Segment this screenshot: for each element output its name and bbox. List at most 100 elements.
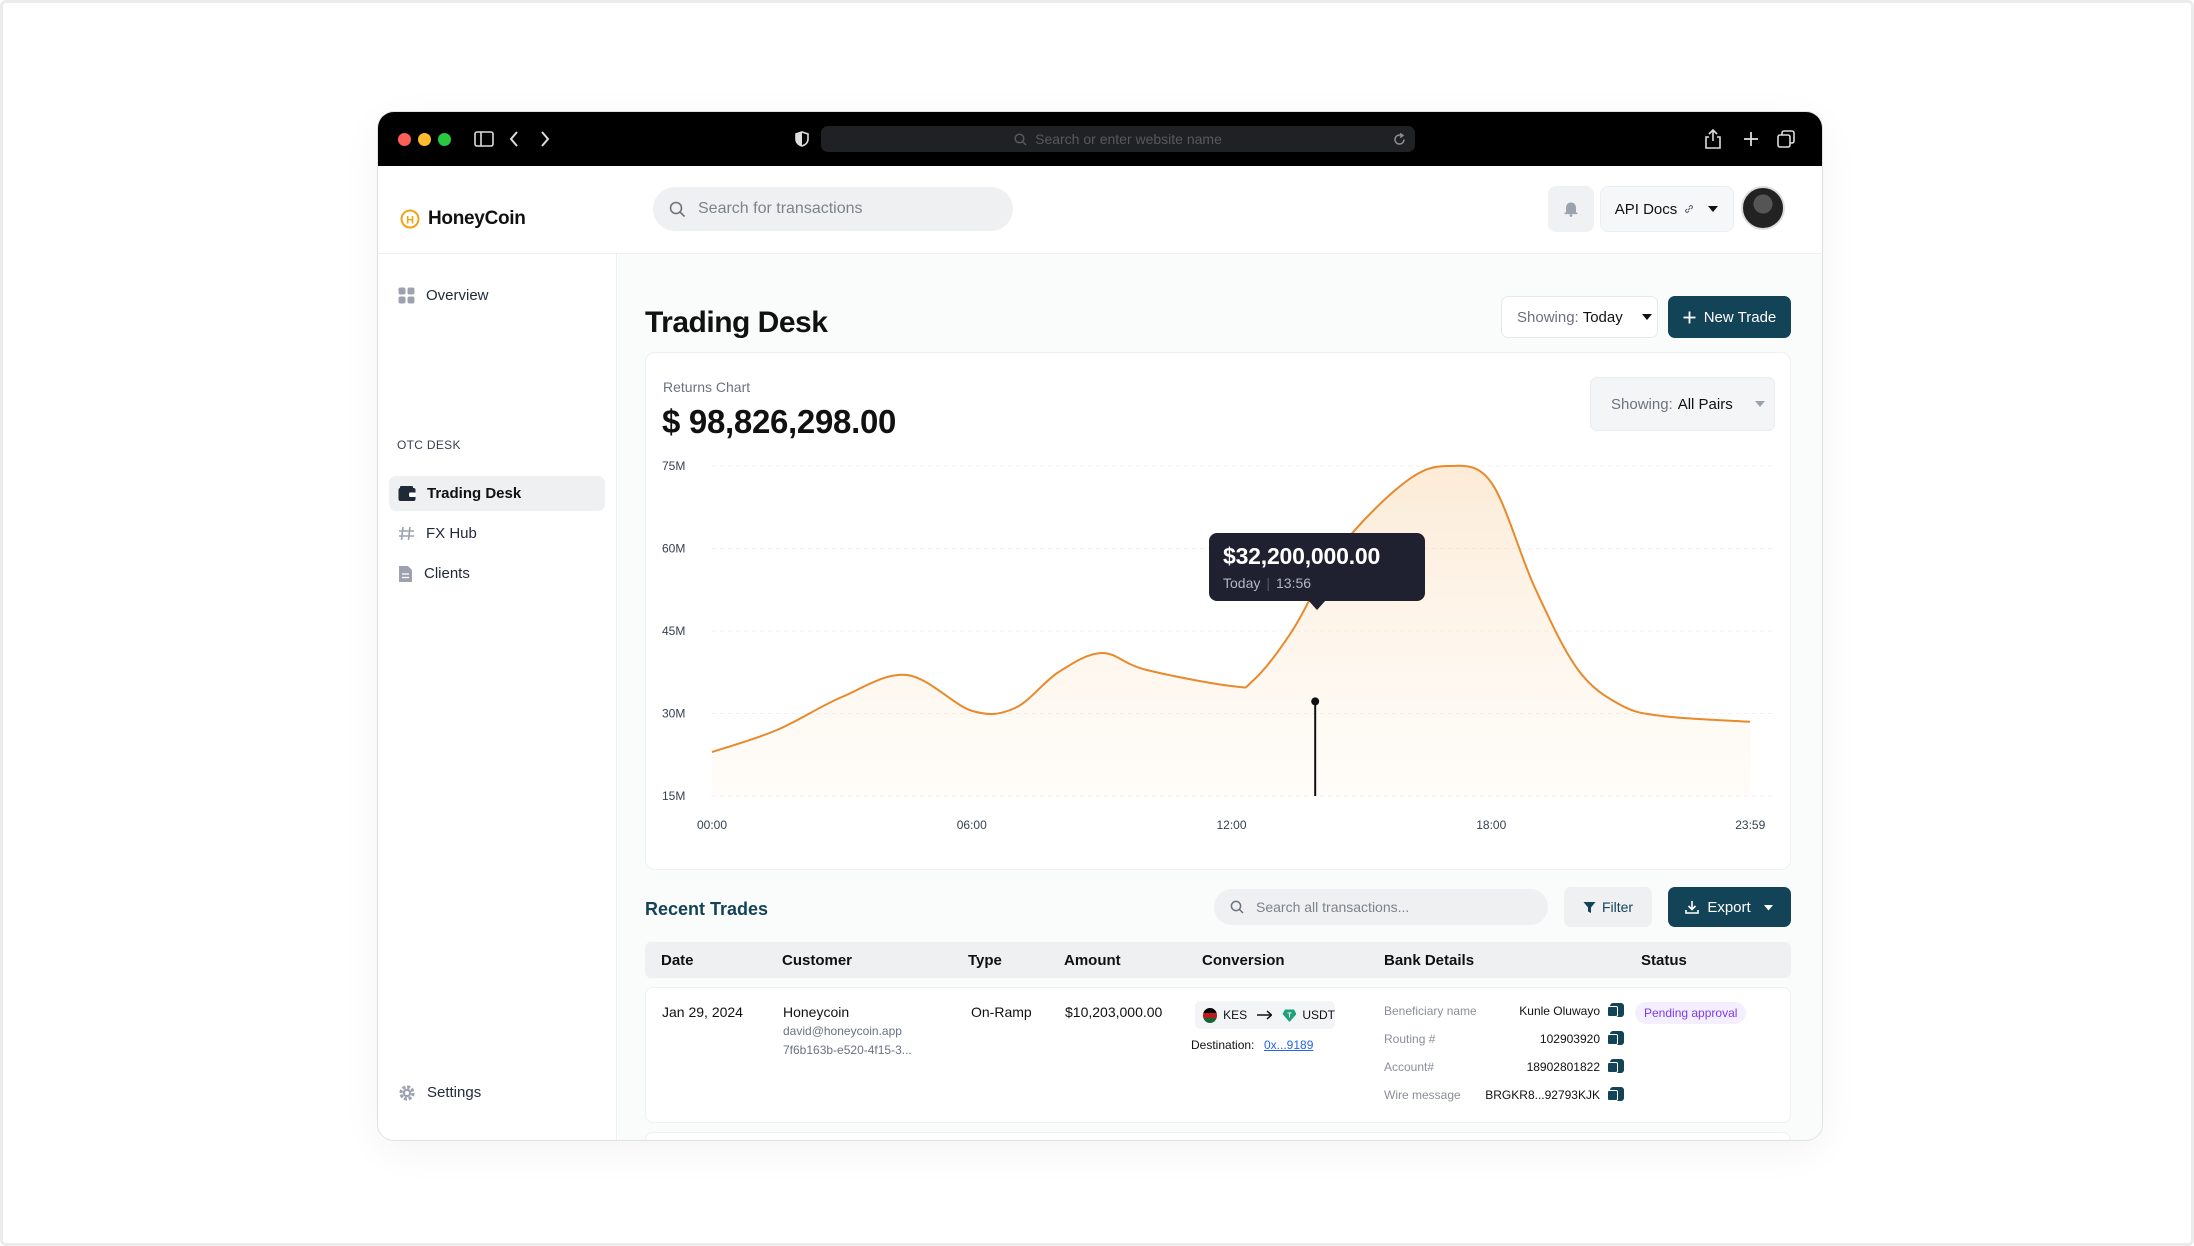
sidebar-section-otc-desk: OTC DESK [397, 438, 461, 452]
destination-link[interactable]: 0x...9189 [1264, 1038, 1314, 1052]
x-axis-tick-label: 18:00 [1476, 818, 1506, 832]
trades-table-header: Date Customer Type Amount Conversion Ban… [645, 942, 1791, 978]
conversion-pair: KES T USDT [1195, 1001, 1335, 1029]
column-header-conversion: Conversion [1202, 952, 1285, 969]
wallet-icon [398, 485, 416, 501]
reload-icon[interactable] [1392, 132, 1407, 147]
recent-trades-title: Recent Trades [645, 899, 769, 919]
export-button[interactable]: Export [1668, 887, 1791, 927]
table-row[interactable] [645, 1132, 1791, 1140]
new-trade-button[interactable]: New Trade [1668, 296, 1791, 338]
user-avatar[interactable] [1741, 186, 1785, 230]
copy-icon[interactable] [1607, 1059, 1624, 1073]
chart-tooltip: $32,200,000.00 Today | 13:56 [1209, 533, 1425, 610]
api-docs-button[interactable]: API Docs [1600, 186, 1734, 232]
table-row[interactable]: Jan 29, 2024 Honeycoin david@honeycoin.a… [645, 987, 1791, 1123]
y-axis-tick-label: 60M [662, 542, 685, 556]
returns-chart-label: Returns Chart [663, 379, 751, 395]
sidebar-toggle-icon[interactable] [472, 127, 496, 151]
forward-icon[interactable] [533, 127, 557, 151]
sidebar-item-label: Overview [426, 287, 489, 304]
showing-label: Showing: [1517, 308, 1579, 326]
y-axis-tick-label: 45M [662, 624, 685, 638]
sidebar: Overview OTC DESK Trading Desk FX Hub Cl… [378, 254, 617, 1140]
link-icon [1685, 204, 1694, 214]
chevron-down-icon [1641, 314, 1652, 320]
sidebar-item-settings[interactable]: Settings [389, 1075, 605, 1110]
hash-icon [399, 526, 414, 541]
svg-text:T: T [1288, 1012, 1293, 1019]
trade-type: On-Ramp [971, 1004, 1032, 1020]
filter-button[interactable]: Filter [1564, 887, 1652, 927]
honeycoin-logo-icon: H [400, 209, 420, 229]
filter-label: Filter [1601, 899, 1634, 915]
bank-label-routing: Routing # [1384, 1032, 1436, 1046]
tabs-overview-icon[interactable] [1774, 127, 1798, 151]
close-window-button[interactable] [398, 133, 411, 146]
shield-icon[interactable] [790, 127, 814, 151]
search-icon [669, 201, 686, 217]
x-axis-tick-label: 06:00 [957, 818, 987, 832]
address-placeholder: Search or enter website name [1035, 131, 1222, 147]
y-axis-tick-label: 30M [662, 707, 685, 721]
pairs-label: Showing: [1611, 395, 1673, 413]
date-range-select[interactable]: Showing: Today [1501, 296, 1658, 338]
page-title: Trading Desk [645, 306, 828, 339]
search-icon [1014, 132, 1027, 146]
minimize-window-button[interactable] [418, 133, 431, 146]
returns-total: $ 98,826,298.00 [662, 403, 897, 440]
column-header-amount: Amount [1064, 952, 1121, 969]
svg-text:H: H [406, 215, 414, 227]
app-name: HoneyCoin [428, 208, 526, 229]
column-header-bank-details: Bank Details [1384, 952, 1475, 969]
plus-icon [1683, 311, 1696, 323]
y-axis-tick-label: 75M [662, 459, 685, 473]
new-tab-icon[interactable] [1739, 127, 1763, 151]
sidebar-item-label: Settings [427, 1084, 482, 1101]
address-bar[interactable]: Search or enter website name [821, 126, 1415, 152]
back-icon[interactable] [502, 127, 526, 151]
tooltip-pointer-icon [1308, 600, 1326, 610]
pairs-select[interactable]: Showing: All Pairs [1590, 377, 1775, 431]
app: H HoneyCoin Search for transactions API … [378, 166, 1822, 1140]
y-axis-tick-label: 15M [662, 789, 685, 803]
copy-icon[interactable] [1607, 1031, 1624, 1045]
maximize-window-button[interactable] [438, 133, 451, 146]
x-axis-tick-label: 00:00 [697, 818, 727, 832]
search-icon [1230, 900, 1244, 914]
column-header-date: Date [661, 952, 694, 969]
browser-window: Search or enter website name H HoneyCoin… [378, 112, 1822, 1140]
showing-value: Today [1582, 308, 1623, 326]
bell-icon [1564, 202, 1578, 217]
sidebar-item-label: FX Hub [426, 525, 477, 542]
kenya-flag-icon [1203, 1007, 1218, 1023]
share-icon[interactable] [1701, 127, 1725, 151]
trade-customer-email: david@honeycoin.app [783, 1024, 902, 1038]
app-logo[interactable]: H HoneyCoin [400, 208, 526, 230]
trades-search-input[interactable]: Search all transactions... [1214, 889, 1548, 925]
series-line [711, 464, 1751, 753]
x-axis-tick-label: 12:00 [1216, 818, 1246, 832]
copy-icon[interactable] [1607, 1087, 1624, 1101]
copy-icon[interactable] [1607, 1003, 1624, 1017]
status-badge: Pending approval [1635, 1002, 1747, 1024]
sidebar-item-clients[interactable]: Clients [389, 556, 605, 591]
browser-toolbar: Search or enter website name [378, 112, 1822, 166]
sidebar-item-label: Trading Desk [427, 485, 522, 502]
returns-chart[interactable]: 75M 60M 45M 30M 15M 00:00 06:00 12:00 18:00 23:59 [646, 453, 1792, 863]
sidebar-item-trading-desk[interactable]: Trading Desk [389, 476, 605, 511]
area-fill [712, 465, 1751, 796]
transaction-search-input[interactable]: Search for transactions [653, 187, 1013, 231]
column-header-customer: Customer [782, 952, 853, 969]
main-content: Trading Desk Showing: Today New Trade Re… [618, 254, 1822, 1140]
trades-search-placeholder: Search all transactions... [1256, 899, 1410, 915]
notifications-button[interactable] [1548, 186, 1594, 232]
arrow-right-icon [1257, 1010, 1273, 1020]
sidebar-item-fx-hub[interactable]: FX Hub [389, 516, 605, 551]
column-header-status: Status [1641, 952, 1687, 969]
bank-value-routing: 102903920 [1539, 1032, 1600, 1046]
trade-amount: $10,203,000.00 [1065, 1004, 1163, 1020]
destination-label: Destination: [1191, 1038, 1255, 1052]
sidebar-item-overview[interactable]: Overview [389, 278, 605, 313]
